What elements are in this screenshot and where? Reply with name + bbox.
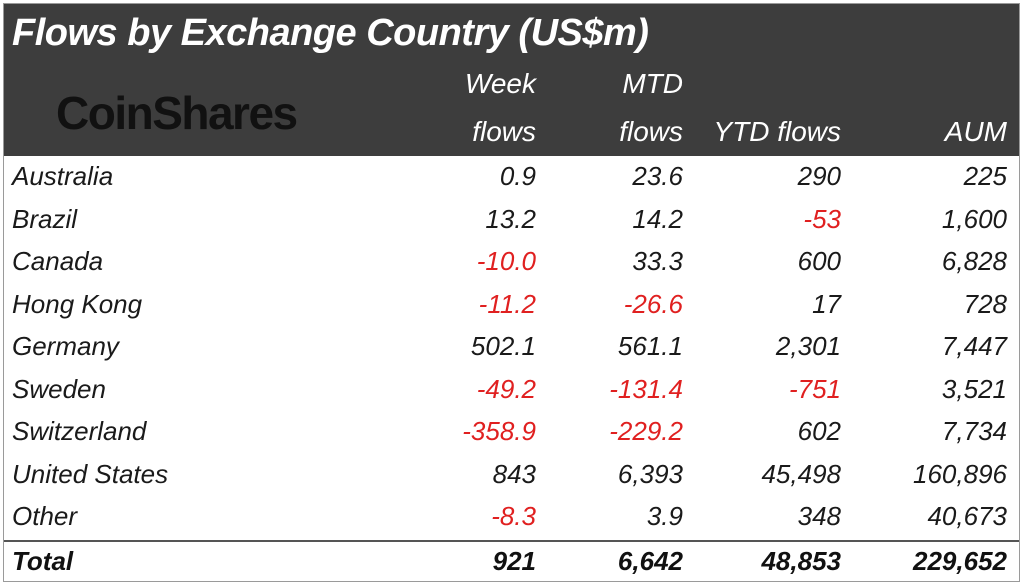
cell-week: -358.9: [462, 416, 536, 446]
cell-mtd: 14.2: [632, 203, 683, 234]
cell-aum: 160,896: [913, 458, 1007, 489]
cell-aum: 6,828: [941, 246, 1007, 276]
total-aum: 229,652: [913, 546, 1007, 576]
cell-ytd: -53: [803, 203, 841, 234]
cell-aum: 728: [963, 288, 1007, 319]
col-mtd-line2: flows: [619, 116, 683, 147]
table-row: Germany 502.1 561.1 2,301 7,447: [4, 327, 1019, 370]
coinshares-logo: CoinShares: [56, 87, 298, 139]
cell-ytd: 2,301: [775, 331, 841, 361]
cell-ytd: 17: [812, 288, 841, 319]
country-name: Canada: [12, 246, 104, 276]
cell-aum: 3,521: [941, 373, 1007, 404]
country-name: Sweden: [12, 373, 106, 404]
table-row: Canada -10.0 33.3 600 6,828: [4, 242, 1019, 285]
table-row: Sweden -49.2 -131.4 -751 3,521: [4, 370, 1019, 413]
cell-aum: 40,673: [927, 501, 1007, 531]
country-name: Australia: [12, 161, 114, 191]
cell-mtd: -131.4: [609, 373, 683, 404]
country-name: Hong Kong: [12, 288, 143, 319]
cell-week: -11.2: [478, 288, 536, 319]
flows-table: Flows by Exchange Country (US$m) CoinSha…: [3, 3, 1020, 582]
cell-week: 502.1: [470, 331, 536, 361]
cell-ytd: 600: [797, 246, 841, 276]
cell-week: 0.9: [499, 161, 536, 191]
cell-mtd: 23.6: [632, 161, 683, 191]
cell-mtd: -26.6: [623, 288, 683, 319]
col-aum: AUM: [944, 116, 1007, 147]
table-row: Australia 0.9 23.6 290 225: [4, 157, 1019, 200]
cell-week: 843: [492, 458, 536, 489]
cell-mtd: 33.3: [632, 246, 683, 276]
cell-mtd: -229.2: [609, 416, 683, 446]
total-row: Total 921 6,642 48,853 229,652: [4, 540, 1019, 584]
cell-week: -49.2: [476, 373, 536, 404]
table-row: Brazil 13.2 14.2 -53 1,600: [4, 200, 1019, 243]
cell-aum: 225: [963, 161, 1007, 191]
cell-week: -10.0: [476, 246, 536, 276]
table-title: Flows by Exchange Country (US$m): [12, 12, 649, 54]
col-mtd-line1: MTD: [622, 68, 683, 99]
total-week: 921: [492, 546, 536, 576]
table-row: Switzerland -358.9 -229.2 602 7,734: [4, 412, 1019, 455]
cell-ytd: 45,498: [761, 458, 841, 489]
cell-ytd: 602: [797, 416, 841, 446]
country-name: United States: [12, 458, 169, 489]
table-row: United States 843 6,393 45,498 160,896: [4, 455, 1019, 498]
cell-mtd: 561.1: [617, 331, 683, 361]
total-label: Total: [12, 546, 74, 576]
table-row: Other -8.3 3.9 348 40,673: [4, 497, 1019, 540]
col-ytd: YTD flows: [713, 116, 841, 147]
country-name: Switzerland: [12, 416, 147, 446]
total-mtd: 6,642: [617, 546, 683, 576]
cell-ytd: -751: [788, 373, 841, 404]
country-name: Brazil: [12, 203, 78, 234]
cell-aum: 7,734: [941, 416, 1007, 446]
cell-mtd: 3.9: [646, 501, 683, 531]
cell-week: -8.3: [491, 501, 536, 531]
cell-aum: 1,600: [941, 203, 1007, 234]
total-ytd: 48,853: [761, 546, 841, 576]
cell-ytd: 290: [797, 161, 841, 191]
col-week-line1: Week: [464, 68, 536, 99]
table-header: Flows by Exchange Country (US$m) CoinSha…: [4, 4, 1019, 156]
col-week-line2: flows: [472, 116, 536, 147]
cell-week: 13.2: [485, 203, 536, 234]
cell-mtd: 6,393: [617, 458, 683, 489]
cell-ytd: 348: [797, 501, 841, 531]
cell-aum: 7,447: [941, 331, 1007, 361]
table-row: Hong Kong -11.2 -26.6 17 728: [4, 285, 1019, 328]
country-name: Other: [12, 501, 78, 531]
country-name: Germany: [12, 331, 119, 361]
